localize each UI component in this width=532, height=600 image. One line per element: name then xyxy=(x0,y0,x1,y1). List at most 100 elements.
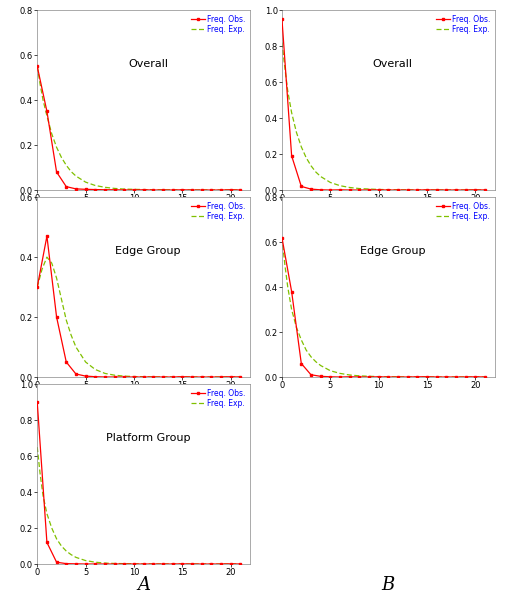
Freq. Exp. xyxy=(63,547,70,554)
Freq. Exp. xyxy=(34,284,40,291)
Freq. Obs. xyxy=(404,373,411,380)
Freq. Obs. xyxy=(298,360,304,367)
Freq. Exp. xyxy=(121,373,128,380)
Freq. Obs. xyxy=(111,186,118,193)
Freq. Exp. xyxy=(228,560,234,568)
Freq. Exp. xyxy=(424,373,430,380)
Freq. Obs. xyxy=(385,187,392,194)
Freq. Exp. xyxy=(281,64,288,71)
Freq. Exp. xyxy=(44,254,50,261)
Freq. Obs. xyxy=(288,152,295,160)
Freq. Obs. xyxy=(404,187,411,194)
Freq. Obs. xyxy=(434,373,440,380)
Freq. Exp. xyxy=(472,187,479,194)
Freq. Obs. xyxy=(131,187,137,194)
Freq. Exp. xyxy=(68,551,74,558)
Freq. Exp. xyxy=(150,186,156,193)
Line: Freq. Exp.: Freq. Exp. xyxy=(37,447,240,564)
Freq. Exp. xyxy=(102,560,108,567)
Freq. Obs. xyxy=(443,373,450,380)
Freq. Obs. xyxy=(376,186,382,193)
Freq. Obs. xyxy=(170,560,176,568)
Freq. Obs. xyxy=(482,187,488,194)
Text: Platform Group: Platform Group xyxy=(106,433,190,443)
Freq. Obs. xyxy=(434,187,440,194)
Freq. Obs. xyxy=(443,187,450,194)
Freq. Exp. xyxy=(44,510,50,517)
Freq. Exp. xyxy=(482,373,488,380)
Freq. Exp. xyxy=(237,187,244,194)
Freq. Exp. xyxy=(308,162,314,169)
Freq. Obs. xyxy=(424,186,430,193)
Freq. Exp. xyxy=(48,260,55,267)
Freq. Obs. xyxy=(179,560,186,568)
Freq. Exp. xyxy=(44,112,50,119)
Freq. Obs. xyxy=(150,373,156,380)
Freq. Obs. xyxy=(237,560,244,568)
Freq. Exp. xyxy=(37,470,43,478)
Freq. Obs. xyxy=(376,373,382,380)
Freq. Obs. xyxy=(208,187,214,194)
Freq. Exp. xyxy=(102,370,108,377)
Freq. Exp. xyxy=(179,373,186,380)
Freq. Obs. xyxy=(228,560,234,568)
Freq. Exp. xyxy=(39,266,45,273)
Freq. Obs. xyxy=(63,183,70,190)
Freq. Exp. xyxy=(356,372,362,379)
Freq. Exp. xyxy=(482,187,488,194)
Text: A: A xyxy=(137,576,150,594)
Line: Freq. Obs.: Freq. Obs. xyxy=(36,65,242,191)
Freq. Exp. xyxy=(102,184,108,191)
Freq. Exp. xyxy=(131,560,137,568)
Freq. Exp. xyxy=(58,154,64,161)
Freq. Exp. xyxy=(318,362,324,369)
Freq. Exp. xyxy=(281,261,288,268)
Freq. Exp. xyxy=(53,275,60,282)
Freq. Exp. xyxy=(73,554,79,561)
Freq. Obs. xyxy=(298,183,304,190)
Freq. Exp. xyxy=(92,182,98,189)
Freq. Exp. xyxy=(53,535,60,542)
Freq. Obs. xyxy=(385,373,392,380)
Freq. Exp. xyxy=(179,187,186,194)
Freq. Exp. xyxy=(111,560,118,567)
Freq. Obs. xyxy=(198,187,205,194)
Freq. Obs. xyxy=(160,373,166,380)
Freq. Obs. xyxy=(179,373,186,380)
Freq. Obs. xyxy=(228,186,234,193)
Freq. Exp. xyxy=(34,63,40,70)
Freq. Obs. xyxy=(327,187,334,194)
Text: Edge Group: Edge Group xyxy=(115,246,181,256)
Freq. Exp. xyxy=(111,371,118,379)
Freq. Exp. xyxy=(279,234,285,241)
Freq. Obs. xyxy=(34,284,40,291)
Line: Freq. Exp.: Freq. Exp. xyxy=(282,43,485,190)
Freq. Obs. xyxy=(160,560,166,568)
Line: Freq. Obs.: Freq. Obs. xyxy=(281,236,486,378)
Freq. Obs. xyxy=(170,187,176,194)
Freq. Exp. xyxy=(92,559,98,566)
Freq. Obs. xyxy=(121,187,128,194)
Freq. Exp. xyxy=(356,185,362,192)
Freq. Exp. xyxy=(376,186,382,193)
Freq. Exp. xyxy=(424,187,430,194)
Freq. Obs. xyxy=(366,187,372,194)
Freq. Obs. xyxy=(308,371,314,379)
Freq. Obs. xyxy=(472,186,479,193)
Legend: Freq. Obs., Freq. Exp.: Freq. Obs., Freq. Exp. xyxy=(188,386,248,411)
Line: Freq. Exp.: Freq. Exp. xyxy=(282,238,485,377)
Freq. Obs. xyxy=(63,560,70,567)
Legend: Freq. Obs., Freq. Exp.: Freq. Obs., Freq. Exp. xyxy=(433,12,493,37)
Text: Edge Group: Edge Group xyxy=(360,246,426,256)
Freq. Exp. xyxy=(346,184,353,191)
Freq. Obs. xyxy=(472,373,479,380)
Freq. Exp. xyxy=(40,492,46,499)
Text: Overall: Overall xyxy=(128,59,168,69)
Freq. Obs. xyxy=(63,358,70,365)
Freq. Obs. xyxy=(218,373,224,380)
Freq. Obs. xyxy=(218,560,224,568)
Freq. Obs. xyxy=(34,398,40,406)
Freq. Obs. xyxy=(170,373,176,380)
Freq. Obs. xyxy=(356,373,362,380)
Freq. Exp. xyxy=(228,187,234,194)
